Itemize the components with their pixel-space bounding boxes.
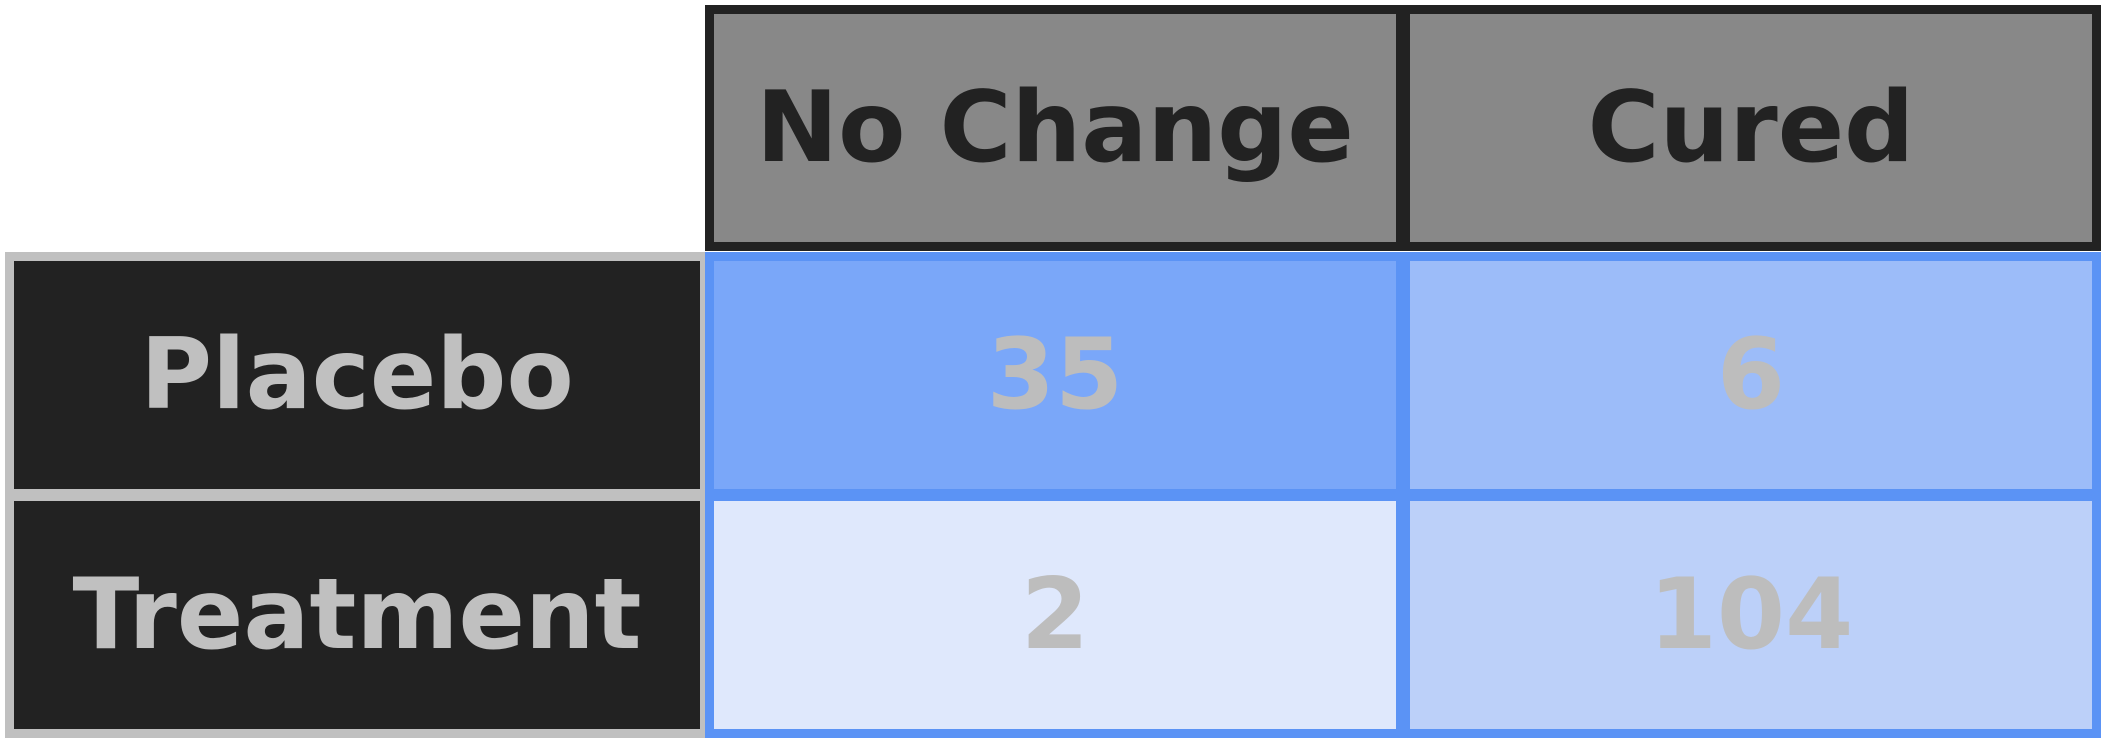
column-header-cured: Cured bbox=[1401, 5, 2101, 251]
cell-placebo-cured: 6 bbox=[1401, 252, 2101, 498]
row-header-placebo: Placebo bbox=[5, 252, 709, 498]
cell-treatment-cured: 104 bbox=[1401, 492, 2101, 738]
row-header-treatment: Treatment bbox=[5, 492, 709, 738]
cell-treatment-no-change: 2 bbox=[705, 492, 1405, 738]
column-header-no-change: No Change bbox=[705, 5, 1405, 251]
cell-placebo-no-change: 35 bbox=[705, 252, 1405, 498]
